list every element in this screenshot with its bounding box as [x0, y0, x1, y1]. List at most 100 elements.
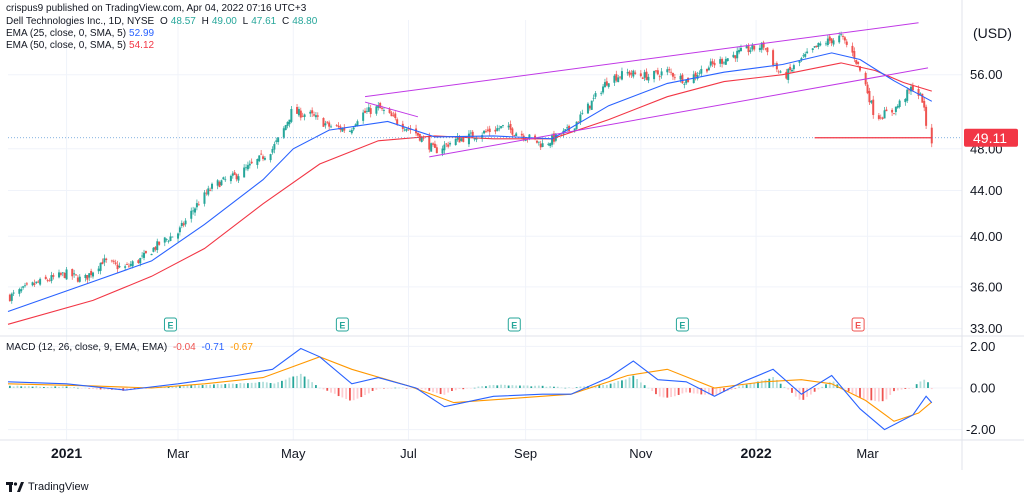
candle-body: [224, 179, 227, 181]
macd-histogram-bar: [632, 375, 635, 388]
candle-body: [137, 260, 140, 263]
candle-body: [246, 165, 249, 170]
macd-histogram-bar: [775, 379, 778, 388]
candle-body: [8, 294, 11, 302]
macd-histogram-bar: [719, 388, 722, 394]
candle-body: [84, 275, 87, 278]
macd-histogram-bar: [530, 386, 533, 388]
macd-histogram-bar: [383, 388, 385, 389]
macd-histogram-bar: [689, 388, 691, 393]
macd-histogram-bar: [889, 388, 892, 395]
candle-body: [613, 75, 616, 83]
candle-body: [535, 140, 538, 143]
macd-histogram-bar: [284, 379, 287, 388]
time-tick-label: Sep: [514, 446, 537, 461]
candle-body: [673, 77, 676, 79]
macd-histogram-bar: [394, 387, 397, 389]
macd-histogram-bar: [881, 388, 884, 402]
candle-body: [428, 136, 431, 150]
candle-body: [350, 130, 353, 134]
candle-body: [694, 72, 697, 77]
candle-body: [177, 233, 180, 239]
macd-histogram-bar: [73, 386, 76, 388]
candle-body: [813, 46, 816, 48]
macd-histogram-bar: [420, 388, 423, 390]
candle-body: [630, 73, 633, 75]
axes: 33.0036.0040.0044.0048.0056.002.000.00-2…: [51, 25, 1018, 461]
macd-histogram-bar: [866, 388, 869, 401]
macd-histogram-bar: [432, 388, 434, 393]
macd-histogram-bar: [254, 382, 257, 388]
macd-histogram-bar: [54, 386, 57, 388]
candle-body: [216, 180, 219, 186]
candle-body: [296, 107, 299, 114]
macd-histogram-bar: [617, 381, 620, 388]
tradingview-footer[interactable]: TradingView: [6, 481, 89, 493]
channel-line-2: [364, 101, 419, 118]
candle-body: [365, 110, 368, 112]
earnings-marker-label: E: [339, 321, 345, 331]
earnings-marker-box: [163, 317, 177, 332]
candle-body: [872, 99, 875, 115]
macd-histogram-bar: [560, 387, 563, 389]
macd-histogram-bar: [273, 383, 276, 388]
macd-histogram-bar: [571, 388, 574, 389]
macd-histogram-bar: [356, 388, 359, 399]
macd-histogram-bar: [349, 388, 351, 401]
candle-body: [471, 131, 474, 138]
macd-histogram-bar: [500, 384, 502, 388]
price-tick-label: 33.00: [970, 321, 1003, 336]
candle-body: [316, 115, 319, 117]
macd-histogram-bar: [549, 386, 552, 388]
candle-body: [721, 58, 724, 64]
macd-histogram-bar: [670, 388, 672, 398]
candle-body: [758, 47, 761, 51]
candle-body: [658, 76, 661, 78]
macd-histogram-bar: [700, 388, 703, 395]
candle-body: [39, 278, 42, 285]
price-tick-label: 56.00: [970, 67, 1003, 82]
price-tick-label: 40.00: [970, 229, 1003, 244]
macd-histogram-bar: [367, 388, 370, 394]
macd-histogram-bar: [409, 388, 412, 389]
candle-body: [184, 220, 187, 225]
macd-histogram-bar: [439, 388, 442, 395]
candle-body: [167, 240, 170, 242]
candle-body: [44, 276, 47, 280]
time-tick-label: 2022: [741, 445, 772, 461]
candle-body: [824, 43, 827, 45]
macd-histogram-bar: [813, 388, 816, 392]
symbol-legend: Dell Technologies Inc., 1D, NYSE O 48.57 …: [6, 16, 318, 27]
candle-body: [747, 46, 750, 53]
candle-body: [169, 236, 172, 241]
macd-histogram-bar: [292, 376, 295, 388]
macd-histogram-bar: [734, 388, 737, 389]
candle-body: [881, 117, 884, 119]
candle-body: [753, 45, 756, 50]
candle-body: [112, 260, 115, 262]
macd-histogram-bar: [84, 387, 87, 389]
candle-body: [868, 90, 871, 103]
candle-body: [739, 47, 742, 52]
macd-legend: MACD (12, 26, close, 9, EMA, EMA) -0.04 …: [6, 342, 253, 353]
macd-histogram-bar: [825, 384, 827, 388]
macd-histogram-bar: [900, 388, 903, 390]
candle-body: [458, 136, 461, 143]
macd-histogram-bar: [556, 386, 559, 388]
candle-body: [12, 292, 15, 294]
candle-body: [681, 74, 684, 84]
candle-body: [639, 73, 642, 77]
candle-body: [248, 163, 251, 166]
candle-body: [256, 159, 259, 165]
macd-histogram-bar: [741, 385, 744, 388]
macd-histogram-bar: [843, 388, 846, 389]
candle-body: [713, 62, 716, 66]
candle-body: [917, 89, 920, 96]
candle-body: [275, 140, 278, 142]
macd-histogram-bar: [228, 383, 230, 388]
candle-body: [282, 128, 285, 138]
candle-body: [156, 241, 159, 251]
macd-histogram-bar: [904, 388, 907, 389]
candle-body: [602, 86, 605, 93]
